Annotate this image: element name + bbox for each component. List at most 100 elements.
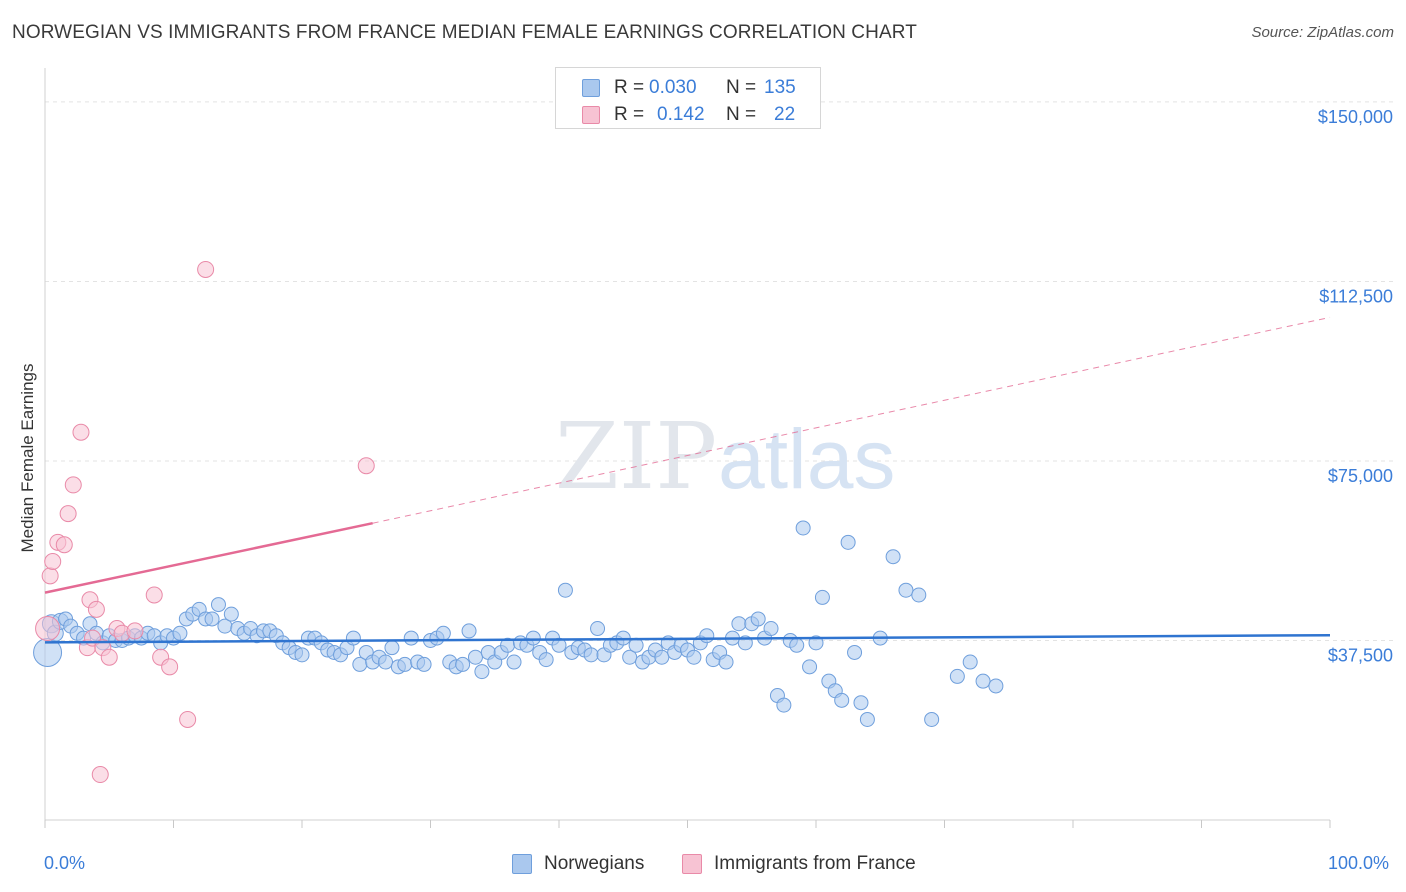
norwegians-point — [654, 649, 670, 665]
france-point — [100, 648, 118, 666]
france-trend-extension — [372, 316, 1331, 524]
norwegians-point — [397, 656, 413, 672]
y-tick-label: $75,000 — [1328, 466, 1393, 486]
norwegians-point — [461, 623, 477, 639]
france-point — [91, 766, 109, 784]
legend-r-label: R = — [614, 104, 645, 125]
x-tick-max: 100.0% — [1328, 853, 1390, 873]
norwegians-point — [924, 711, 940, 727]
norwegians-point — [403, 630, 419, 646]
y-tick-label: $150,000 — [1318, 107, 1393, 127]
norwegians-point — [506, 654, 522, 670]
norwegians-point — [525, 630, 541, 646]
y-axis-label: Median Female Earnings — [18, 363, 37, 553]
norwegians-point — [808, 635, 824, 651]
bottom-legend-label: Immigrants from France — [714, 853, 916, 874]
norwegians-trend-line — [44, 633, 1331, 644]
correlation-legend: R = 0.030 N = 135 R = 0.142 N = 22 — [555, 67, 821, 129]
norwegians-point — [840, 534, 856, 550]
france-point — [161, 658, 179, 676]
norwegians-point — [859, 711, 875, 727]
watermark: ZIP atlas — [555, 403, 895, 510]
legend-swatch-norwegians — [582, 79, 600, 97]
norwegians-point — [223, 606, 239, 622]
norwegians-point — [686, 649, 702, 665]
norwegians-point — [731, 616, 747, 632]
norwegians-point — [898, 582, 914, 598]
y-tick-label: $112,500 — [1319, 286, 1393, 306]
norwegians-point — [583, 647, 599, 663]
france-point — [35, 616, 61, 642]
norwegians-point — [378, 654, 394, 670]
norwegians-point — [699, 628, 715, 644]
france-point — [87, 600, 105, 618]
watermark-zip: ZIP — [555, 403, 717, 510]
france-point — [145, 586, 163, 604]
legend-row-norwegians: R = 0.030 N = 135 — [556, 75, 822, 101]
norwegians-point — [435, 625, 451, 641]
norwegians-point — [814, 589, 830, 605]
france-point — [44, 552, 62, 570]
norwegians-point — [750, 611, 766, 627]
norwegians-point — [853, 695, 869, 711]
france-point — [126, 622, 144, 640]
france-point — [357, 457, 375, 475]
france-point — [64, 476, 82, 494]
norwegians-point — [455, 656, 471, 672]
bottom-legend-swatch-norwegians — [512, 854, 532, 874]
norwegians-point — [384, 640, 400, 656]
y-tick-labels: $37,500 $75,000 $112,500 $150,000 — [1318, 107, 1393, 666]
y-tick-label: $37,500 — [1328, 645, 1393, 665]
chart-title: NORWEGIAN VS IMMIGRANTS FROM FRANCE MEDI… — [12, 22, 917, 43]
norwegians-point — [847, 644, 863, 660]
norwegians-point — [962, 654, 978, 670]
legend-row-france: R = 0.142 N = 22 — [556, 102, 822, 128]
norwegians-point — [590, 621, 606, 637]
norwegians-point — [789, 637, 805, 653]
norwegians-point — [467, 649, 483, 665]
bottom-legend-swatch-france — [682, 854, 702, 874]
norwegians-point — [763, 621, 779, 637]
legend-n-label: N = — [726, 104, 757, 125]
norwegians-point — [210, 597, 226, 613]
france-point — [41, 567, 59, 585]
legend-r-value: 0.030 — [649, 77, 697, 98]
norwegians-point — [802, 659, 818, 675]
norwegians-point — [538, 652, 554, 668]
france-point — [55, 536, 73, 554]
trend-lines — [44, 316, 1331, 644]
legend-n-value: 22 — [774, 104, 796, 125]
norwegians-point — [622, 649, 638, 665]
norwegians-point — [776, 697, 792, 713]
norwegians-point — [988, 678, 1004, 694]
legend-swatch-france — [582, 106, 600, 124]
norwegians-point — [416, 656, 432, 672]
norwegians-point — [949, 668, 965, 684]
norwegians-point — [557, 582, 573, 598]
legend-r-label: R = — [614, 77, 645, 98]
bottom-legend-label: Norwegians — [544, 853, 645, 874]
gridlines — [45, 101, 1395, 641]
france-point — [179, 710, 197, 728]
scatter-points — [33, 260, 1004, 784]
norwegians-point — [834, 692, 850, 708]
norwegians-point — [294, 647, 310, 663]
norwegians-point — [474, 664, 490, 680]
norwegians-point — [795, 520, 811, 536]
norwegians-point — [345, 630, 361, 646]
norwegians-point — [204, 611, 220, 627]
norwegians-point — [885, 549, 901, 565]
norwegians-point — [172, 625, 188, 641]
norwegians-point — [911, 587, 927, 603]
france-point — [72, 423, 90, 441]
france-trend-line — [44, 521, 373, 594]
axes — [44, 68, 1331, 828]
norwegians-point — [975, 673, 991, 689]
legend-n-label: N = — [726, 77, 757, 98]
norwegians-point — [551, 637, 567, 653]
france-point — [197, 260, 215, 278]
watermark-atlas: atlas — [718, 412, 895, 506]
source-label: Source: ZipAtlas.com — [1251, 24, 1394, 41]
norwegians-point — [718, 654, 734, 670]
